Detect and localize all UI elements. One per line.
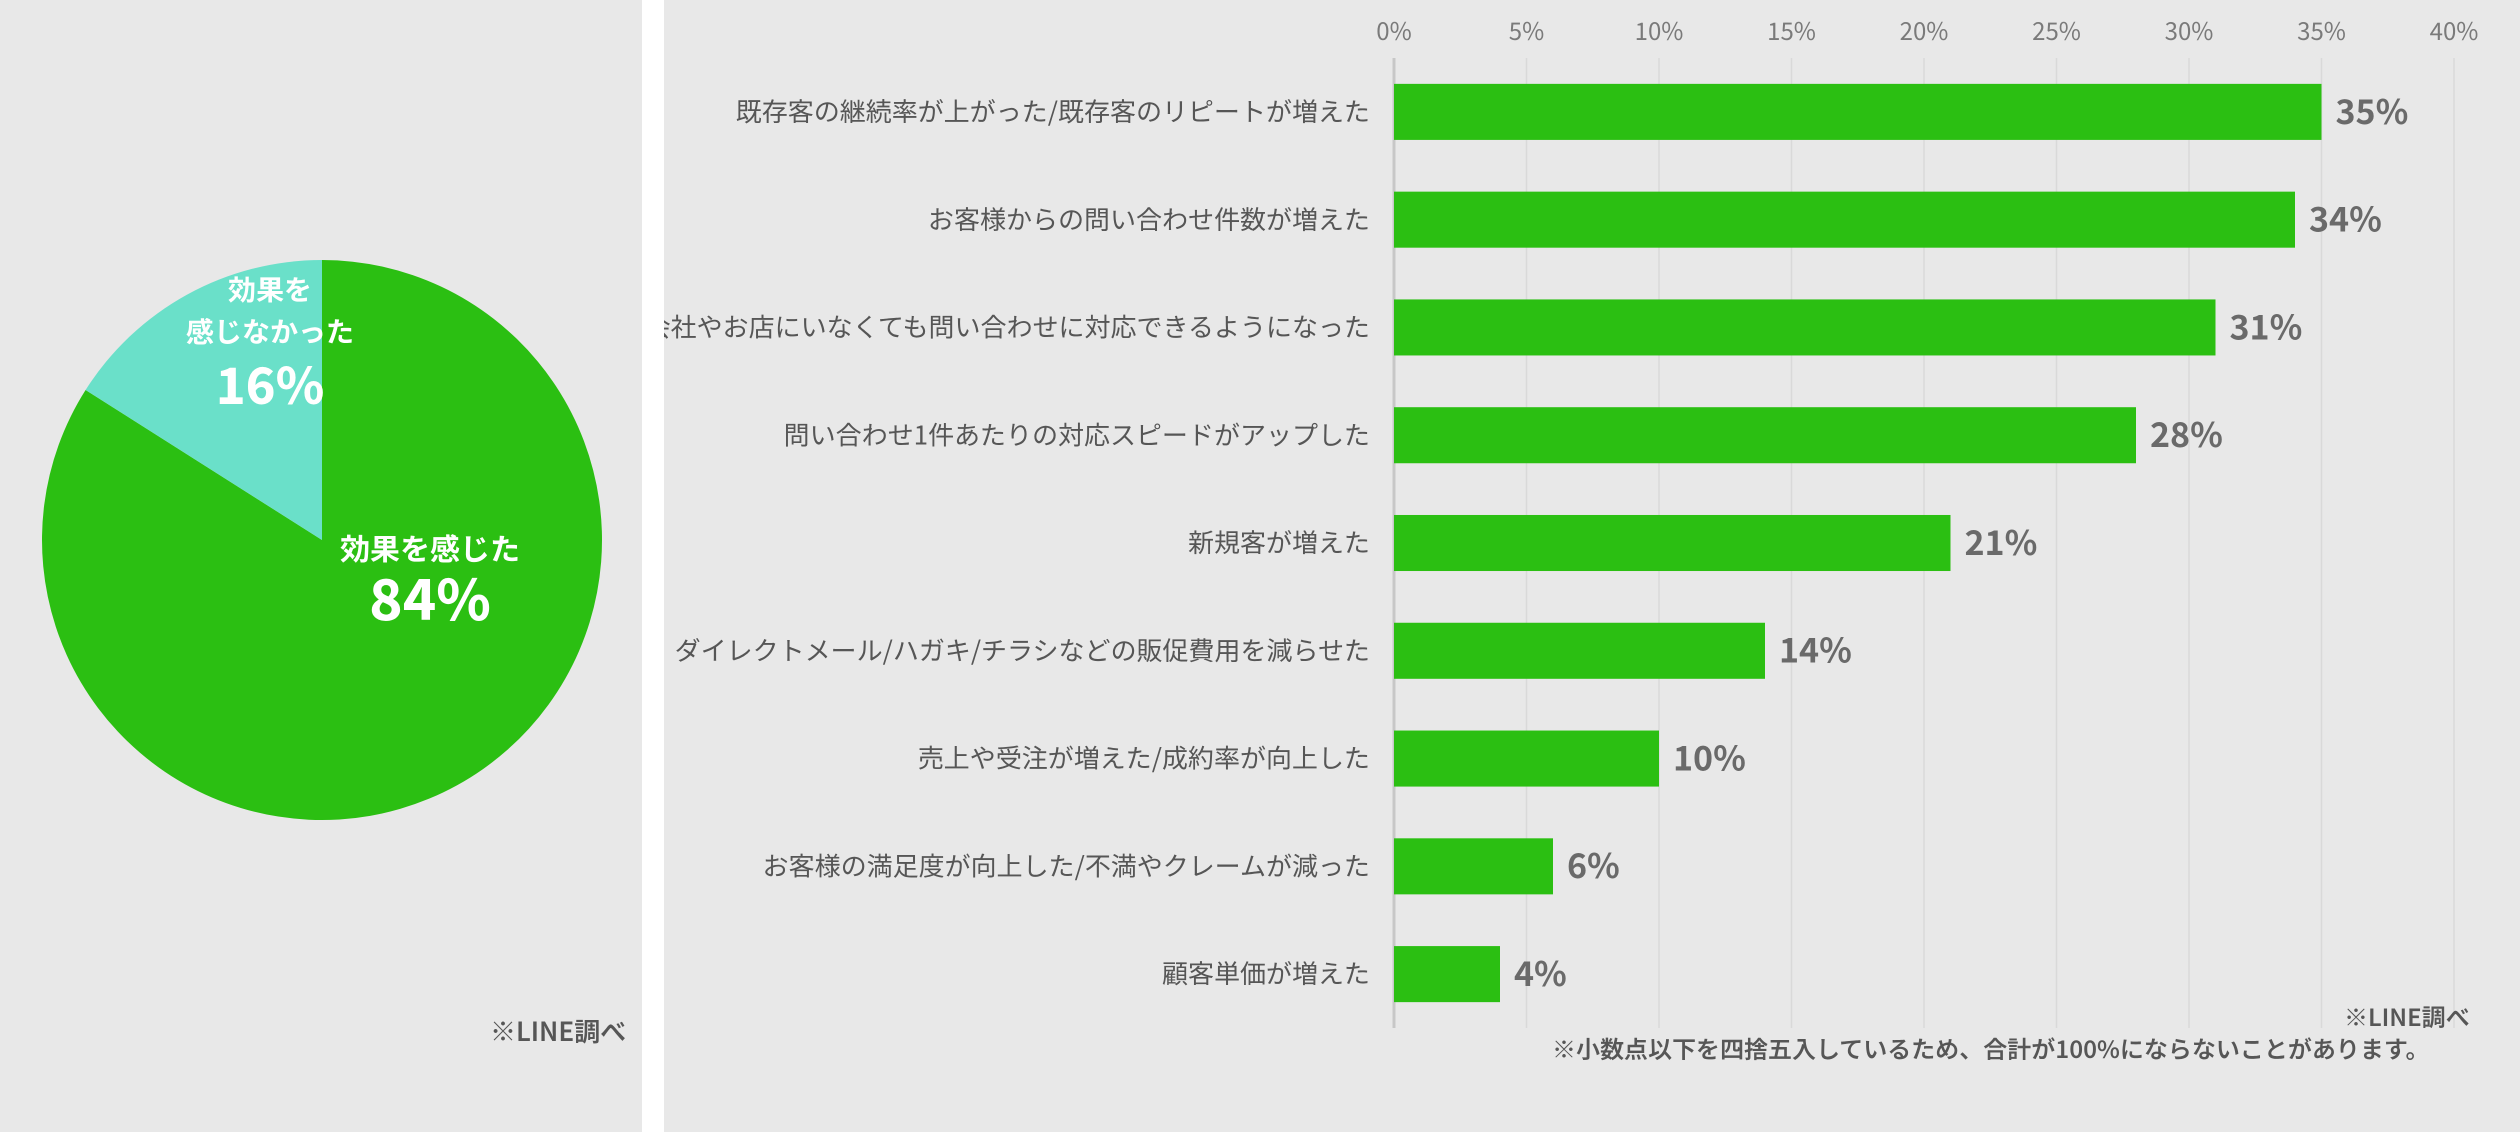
bar-rect [1394,299,2216,355]
bar-category-label: ダイレクトメール/ハガキ/チラシなどの販促費用を減らせた [675,631,1370,668]
bar-category-label: お客様からの問い合わせ件数が増えた [928,200,1370,237]
x-tick-label: 15% [1767,12,1816,47]
bar-value-label: 6% [1567,839,1620,888]
bar-rect [1394,84,2322,140]
x-tick-label: 25% [2032,12,2081,47]
bar-rect [1394,407,2136,463]
bar-chart: 0% 5% 10% 15% 20% 25% 30% 35% 40% 既存客の継続率が上がった/既存… [664,0,2520,1132]
x-tick-label: 40% [2430,12,2479,47]
bar-category-label: 既存客の継続率が上がった/既存客のリピートが増えた [736,92,1370,129]
bar-category-label: 売上や受注が増えた/成約率が向上した [918,739,1370,776]
x-tick-label: 5% [1509,12,1544,47]
x-tick-label: 30% [2165,12,2214,47]
svg-text:効果を: 効果を [228,269,312,309]
bar-value-label: 4% [1514,947,1567,996]
bar-value-label: 31% [2230,300,2303,349]
bar-value-label: 34% [2309,193,2382,242]
bar-rect [1394,192,2295,248]
bar-rect [1394,623,1765,679]
bar-rect [1394,838,1553,894]
x-tick-label: 35% [2297,12,2346,47]
bar-panel: 0% 5% 10% 15% 20% 25% 30% 35% 40% 既存客の継続率が上がった/既存… [664,0,2520,1132]
bar-value-label: 21% [1965,516,2038,565]
panel-gap [642,0,664,1132]
pie-chart: 効果を感じた84%効果を感じなかった16% [0,0,642,1132]
x-tick-label: 20% [1900,12,1949,47]
svg-text:感じなかった: 感じなかった [186,311,354,351]
bar-value-label: 35% [2336,85,2409,134]
bar-rect [1394,515,1951,571]
svg-text:16%: 16% [216,347,325,419]
bar-value-label: 14% [1779,624,1852,673]
bar-value-label: 28% [2150,408,2223,457]
bar-category-label: 会社やお店にいなくても問い合わせに対応できるようになった [664,308,1370,345]
bar-category-label: お客様の満足度が向上した/不満やクレームが減った [763,846,1370,883]
x-tick-label: 0% [1376,12,1411,47]
bar-value-label: 10% [1673,731,1746,780]
pie-footnote: ※LINE調べ [490,1012,626,1049]
pie-panel: 効果を感じた84%効果を感じなかった16% ※LINE調べ [0,0,642,1132]
bar-footnote: ※小数点以下を四捨五入しているため、合計が100%にならないことがあります。 [1552,1030,2429,1065]
bar-rect [1394,946,1500,1002]
bar-category-label: 問い合わせ1件あたりの対応スピードがアップした [784,415,1370,452]
bar-rect [1394,731,1659,787]
pie-slice-value: 84% [369,556,491,637]
bar-footnote: ※LINE調べ [2344,998,2470,1033]
bar-category-label: 顧客単価が増えた [1162,954,1370,991]
bar-category-label: 新規客が増えた [1188,523,1370,560]
x-tick-label: 10% [1635,12,1684,47]
